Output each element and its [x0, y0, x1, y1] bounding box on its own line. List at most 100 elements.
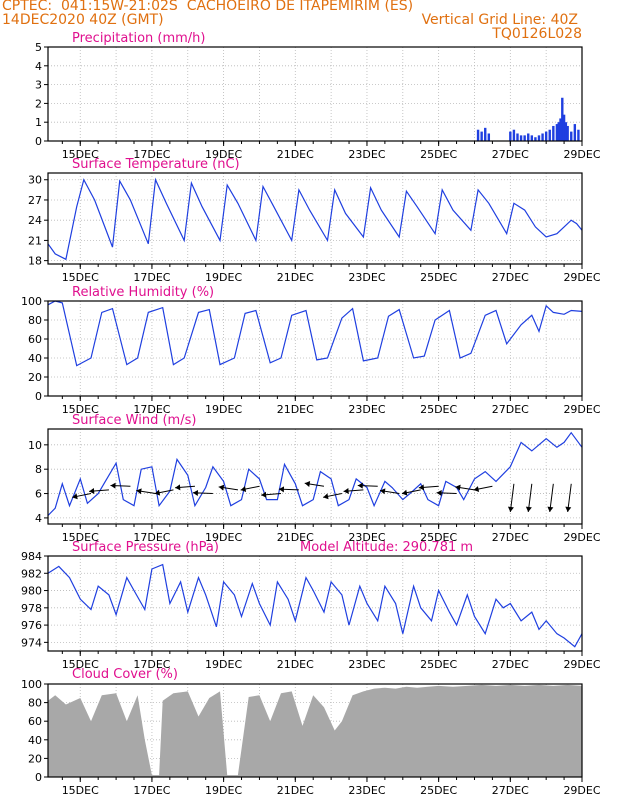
x-tick-label: 19DEC — [205, 271, 242, 284]
wind-arrow-head — [72, 493, 78, 500]
y-tick-label: 30 — [28, 174, 42, 187]
wind-arrow-head — [401, 489, 408, 496]
wind-arrow-head — [455, 484, 461, 491]
x-tick-label: 27DEC — [492, 784, 529, 797]
x-tick-label: 15DEC — [62, 658, 99, 671]
x-tick-label: 21DEC — [277, 784, 314, 797]
wind-arrow-head — [507, 506, 514, 512]
x-tick-label: 27DEC — [492, 531, 529, 544]
y-tick-label: 980 — [21, 585, 42, 598]
x-tick-label: 19DEC — [205, 531, 242, 544]
panel-title: Precipitation (mm/h) — [72, 31, 205, 46]
y-tick-label: 21 — [28, 234, 42, 247]
panel-title: Surface Temperature (nC) — [72, 157, 240, 172]
x-tick-label: 21DEC — [277, 271, 314, 284]
precip-bar — [564, 122, 568, 141]
wind-arrow-head — [304, 481, 311, 487]
precip-bar — [541, 133, 544, 141]
y-tick-label: 60 — [28, 333, 42, 346]
x-tick-label: 21DEC — [277, 531, 314, 544]
x-tick-label: 27DEC — [492, 403, 529, 416]
series-line — [47, 177, 583, 261]
precip-bar — [509, 131, 512, 141]
precip-bar — [527, 133, 530, 141]
y-tick-label: 5 — [35, 41, 42, 54]
precip-bar — [562, 114, 566, 141]
y-tick-label: 0 — [35, 390, 42, 403]
x-tick-label: 23DEC — [348, 531, 385, 544]
panel-frame — [47, 683, 583, 778]
y-tick-label: 24 — [28, 214, 42, 227]
wind-arrow-head — [323, 493, 329, 500]
precip-bar — [555, 124, 559, 141]
series-line — [47, 431, 583, 516]
x-tick-label: 15DEC — [62, 784, 99, 797]
x-tick-label: 25DEC — [420, 403, 457, 416]
wind-arrow-head — [379, 488, 386, 495]
y-tick-label: 8 — [35, 463, 42, 476]
series-line — [47, 563, 583, 648]
x-tick-label: 21DEC — [277, 403, 314, 416]
precip-bar — [557, 122, 560, 141]
y-tick-label: 100 — [21, 295, 42, 308]
wind-arrow-head — [565, 506, 572, 512]
precip-bar — [537, 135, 541, 141]
wind-arrow-head — [110, 482, 116, 489]
panel-frame — [47, 172, 583, 265]
precip-bar — [476, 129, 480, 141]
model-id: TQ0126L028 — [492, 26, 582, 42]
x-tick-label: 21DEC — [277, 148, 314, 161]
x-tick-label: 19DEC — [205, 658, 242, 671]
y-tick-label: 984 — [21, 550, 42, 563]
x-tick-label: 17DEC — [133, 148, 170, 161]
wind-arrow-head — [418, 484, 425, 491]
wind-arrow-head — [218, 484, 225, 491]
precip-bar — [552, 125, 555, 141]
y-tick-label: 60 — [28, 715, 42, 728]
x-tick-label: 29DEC — [563, 148, 600, 161]
precip-bar — [484, 127, 487, 141]
panel-title: Surface Pressure (hPa) — [72, 540, 219, 555]
x-tick-label: 17DEC — [133, 658, 170, 671]
y-tick-label: 40 — [28, 734, 42, 747]
x-tick-label: 27DEC — [492, 658, 529, 671]
x-tick-label: 23DEC — [348, 784, 385, 797]
wind-arrow-head — [343, 488, 349, 495]
x-tick-label: 19DEC — [205, 784, 242, 797]
panel-frame — [47, 555, 583, 652]
y-tick-label: 6 — [35, 488, 42, 501]
x-tick-label: 19DEC — [205, 148, 242, 161]
wind-arrow-head — [240, 486, 247, 492]
y-tick-label: 40 — [28, 352, 42, 365]
x-tick-label: 21DEC — [277, 658, 314, 671]
y-tick-label: 0 — [35, 771, 42, 784]
panel-title: Surface Wind (m/s) — [72, 413, 196, 428]
x-tick-label: 29DEC — [563, 403, 600, 416]
wind-arrow-head — [436, 489, 442, 496]
y-tick-label: 3 — [35, 79, 42, 92]
x-tick-label: 23DEC — [348, 148, 385, 161]
wind-arrow-head — [525, 506, 532, 512]
y-tick-label: 10 — [28, 439, 42, 452]
series-line — [47, 300, 583, 367]
precip-bar — [512, 129, 516, 141]
x-tick-label: 29DEC — [563, 531, 600, 544]
precip-bar — [544, 131, 548, 141]
y-tick-label: 4 — [35, 60, 42, 73]
panel-frame — [47, 46, 583, 142]
precip-bar — [566, 125, 569, 141]
y-tick-label: 80 — [28, 314, 42, 327]
y-tick-label: 20 — [28, 752, 42, 765]
precip-bar — [534, 137, 537, 141]
wind-arrow-head — [136, 488, 142, 495]
wind-arrow-head — [261, 491, 267, 498]
y-tick-label: 0 — [35, 135, 42, 148]
x-tick-label: 27DEC — [492, 271, 529, 284]
station-header: CPTEC: 041:15W-21:02S CACHOEIRO DE ITAPE… — [2, 0, 414, 14]
precip-bar — [519, 135, 523, 141]
x-tick-label: 17DEC — [133, 784, 170, 797]
precip-bar — [530, 135, 534, 141]
wind-arrow-head — [547, 506, 554, 512]
x-tick-label: 19DEC — [205, 403, 242, 416]
